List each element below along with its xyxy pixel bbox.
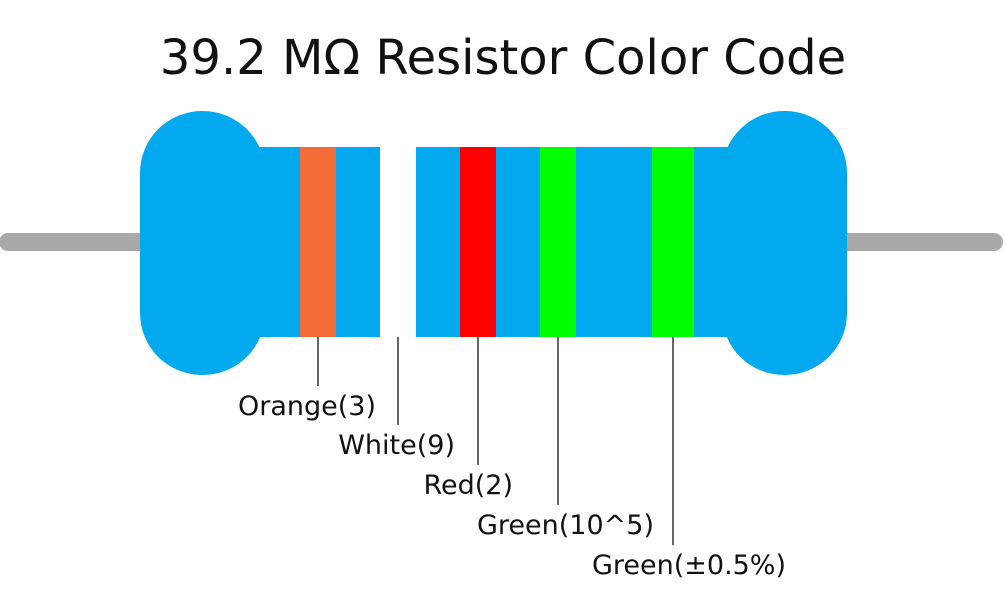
page-title: 39.2 MΩ Resistor Color Code <box>159 30 847 86</box>
band-label-3: Red(2) <box>423 470 513 501</box>
band-5-green-tolerance <box>652 147 694 337</box>
band-1-orange <box>300 147 336 337</box>
band-4-green-multiplier <box>540 147 576 337</box>
band-2-white <box>380 147 416 337</box>
band-3-red <box>460 147 496 337</box>
band-label-5: Green(±0.5%) <box>592 550 786 581</box>
band-label-2: White(9) <box>338 430 455 461</box>
band-label-4: Green(10^5) <box>477 510 654 541</box>
band-label-1: Orange(3) <box>238 391 376 422</box>
